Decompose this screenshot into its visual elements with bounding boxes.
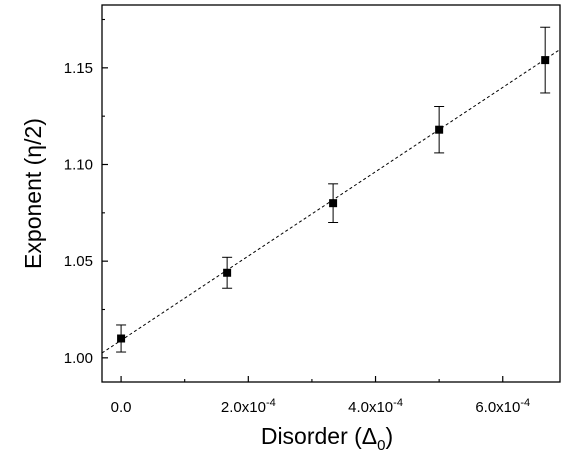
y-tick-label: 1.10 <box>64 157 93 174</box>
x-tick-label: 4.0x10-4 <box>348 397 403 416</box>
ticks-layer: 0.0 2.0x10-4 4.0x10-4 6.0x10-4 1.00 1.05 1.10 1… <box>64 18 530 416</box>
plot-frame <box>101 4 561 383</box>
data-point <box>541 56 550 65</box>
data-point <box>223 268 232 277</box>
x-tick-label: 6.0x10-4 <box>475 397 530 416</box>
x-axis-title-main: Disorder (Δ <box>261 423 377 449</box>
x-tick-label: 2.0x10-4 <box>221 397 276 416</box>
x-axis-title-subscript: 0 <box>377 437 385 454</box>
y-tick-label: 1.00 <box>64 350 93 367</box>
x-tick-label: 0.0 <box>111 399 132 416</box>
y-tick-label: 1.05 <box>64 253 93 270</box>
x-axis-title: Disorder (Δ0) <box>261 423 393 454</box>
data-point <box>329 199 338 208</box>
data-point <box>435 125 444 134</box>
data-points-layer <box>116 26 551 353</box>
y-tick-label: 1.15 <box>64 60 93 77</box>
data-point <box>117 334 126 343</box>
x-axis-title-close: ) <box>386 423 394 449</box>
y-axis-title: Exponent (η/2) <box>20 118 46 269</box>
fit-line <box>101 49 561 354</box>
fit-line-layer <box>101 49 561 354</box>
